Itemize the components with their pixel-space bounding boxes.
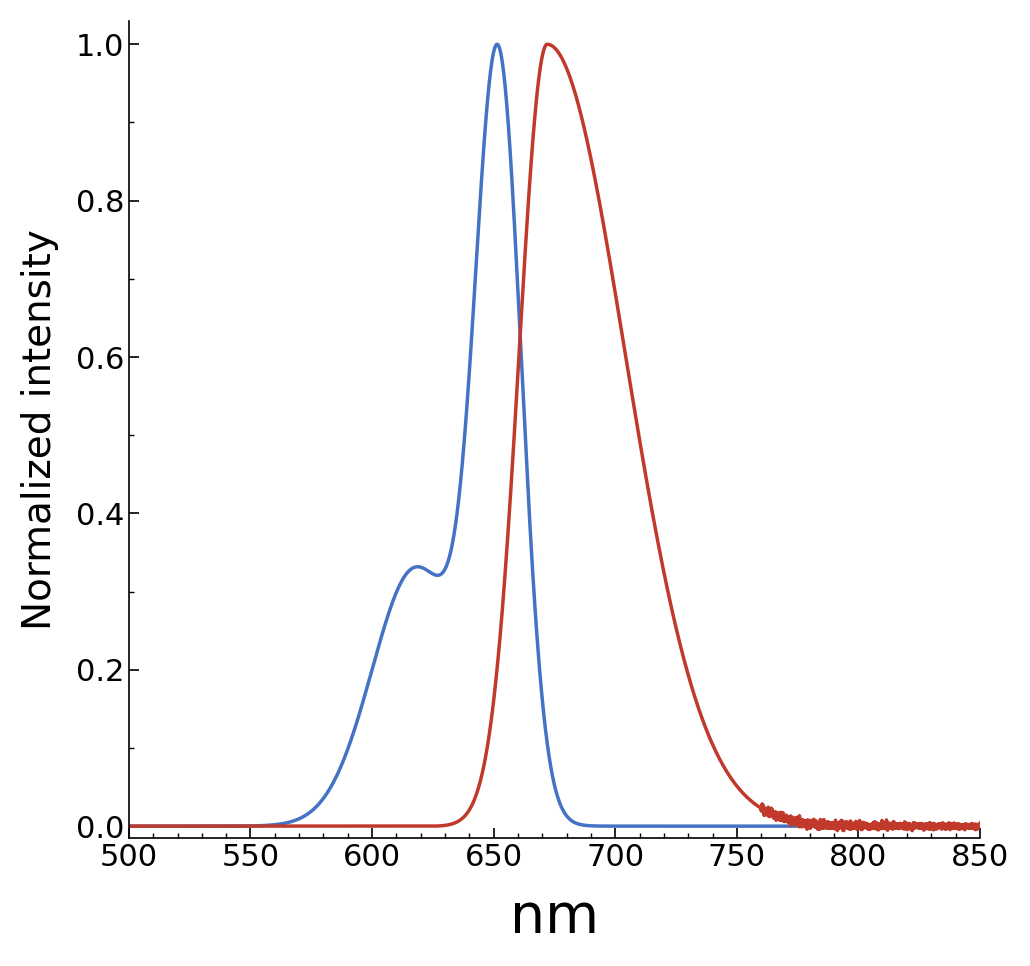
X-axis label: nm: nm xyxy=(510,892,599,945)
Y-axis label: Normalized intensity: Normalized intensity xyxy=(21,229,59,630)
